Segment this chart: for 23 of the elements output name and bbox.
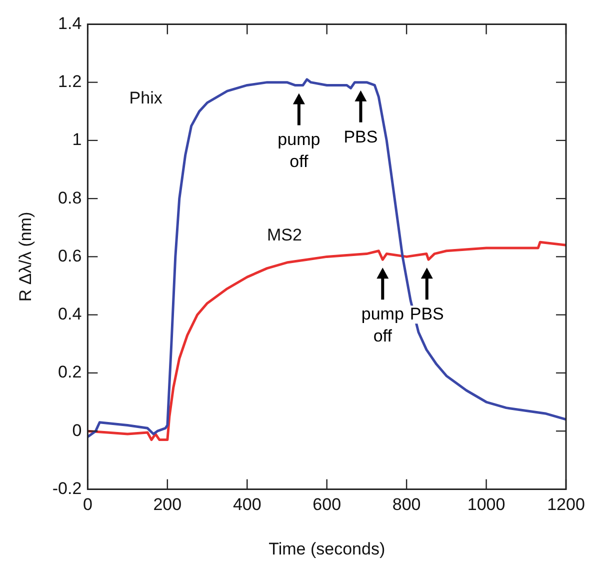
text: Phix (129, 88, 163, 108)
annotation: PBS (410, 304, 444, 324)
y-axis-title: R Δλ/λ (nm) (16, 212, 35, 302)
y-tick-label: -0.2 (52, 478, 82, 498)
y-tick-label: 0.4 (58, 304, 82, 324)
annotation: pump off (278, 130, 320, 172)
series-label: MS2 (266, 226, 302, 245)
y-tick-label: 1 (72, 130, 82, 150)
y-tick-label: 1.2 (58, 72, 82, 92)
x-tick-label: 600 (312, 495, 342, 514)
x-tick-label: 400 (232, 495, 262, 514)
x-tick-label: 800 (392, 495, 421, 514)
y-tick-label: 0.6 (58, 246, 82, 266)
y-tick-label: 0.2 (58, 362, 82, 382)
y-tick-label: 0 (72, 420, 82, 440)
y-tick-label: 1.4 (58, 14, 82, 33)
x-tick-label: 1200 (547, 495, 585, 514)
x-axis-title: Time (seconds) (268, 539, 386, 558)
annotation: PBS (344, 127, 378, 146)
x-tick-label: 200 (153, 495, 182, 514)
y-tick-label: 0.8 (58, 188, 82, 208)
annotation: pump off (361, 304, 404, 346)
x-tick-label: 1000 (467, 495, 506, 514)
